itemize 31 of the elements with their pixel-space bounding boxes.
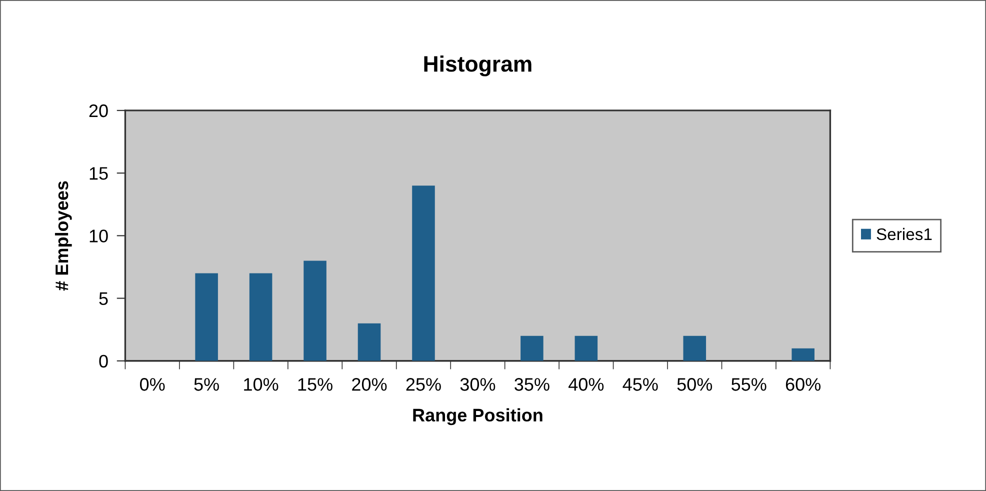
x-tick-label: 5% — [194, 378, 219, 391]
y-tick-label: 10 — [90, 230, 108, 242]
x-tick-label: 35% — [514, 378, 550, 391]
bar — [683, 336, 706, 361]
x-tick-label: 10% — [244, 378, 278, 391]
bar — [520, 336, 544, 361]
y-tick-label: 0 — [99, 354, 108, 368]
x-tick-label: 25% — [406, 378, 441, 391]
x-tick-label: 55% — [732, 378, 766, 391]
bar — [304, 260, 326, 361]
x-tick-label: 0% — [140, 378, 165, 391]
y-axis-title: # Employees — [54, 181, 72, 291]
x-tick-label: 40% — [568, 378, 604, 391]
y-tick-label: 20 — [89, 104, 108, 118]
bar — [574, 336, 598, 361]
bar — [249, 273, 272, 361]
x-tick-label: 50% — [677, 378, 712, 391]
y-tick-label: 15 — [90, 167, 108, 180]
y-tick-label: 5 — [99, 292, 108, 306]
bar — [792, 348, 814, 361]
bar — [412, 186, 435, 361]
x-tick-label: 20% — [352, 378, 387, 391]
x-axis-title: Range Position — [413, 408, 542, 426]
legend-label: Series1 — [876, 228, 932, 240]
bar — [195, 273, 218, 361]
x-tick-label: 45% — [622, 378, 658, 391]
chart-title: Histogram — [424, 55, 532, 76]
bar — [358, 323, 381, 361]
x-tick-label: 15% — [298, 378, 332, 391]
x-tick-label: 30% — [460, 378, 496, 391]
x-tick-label: 60% — [786, 378, 821, 391]
